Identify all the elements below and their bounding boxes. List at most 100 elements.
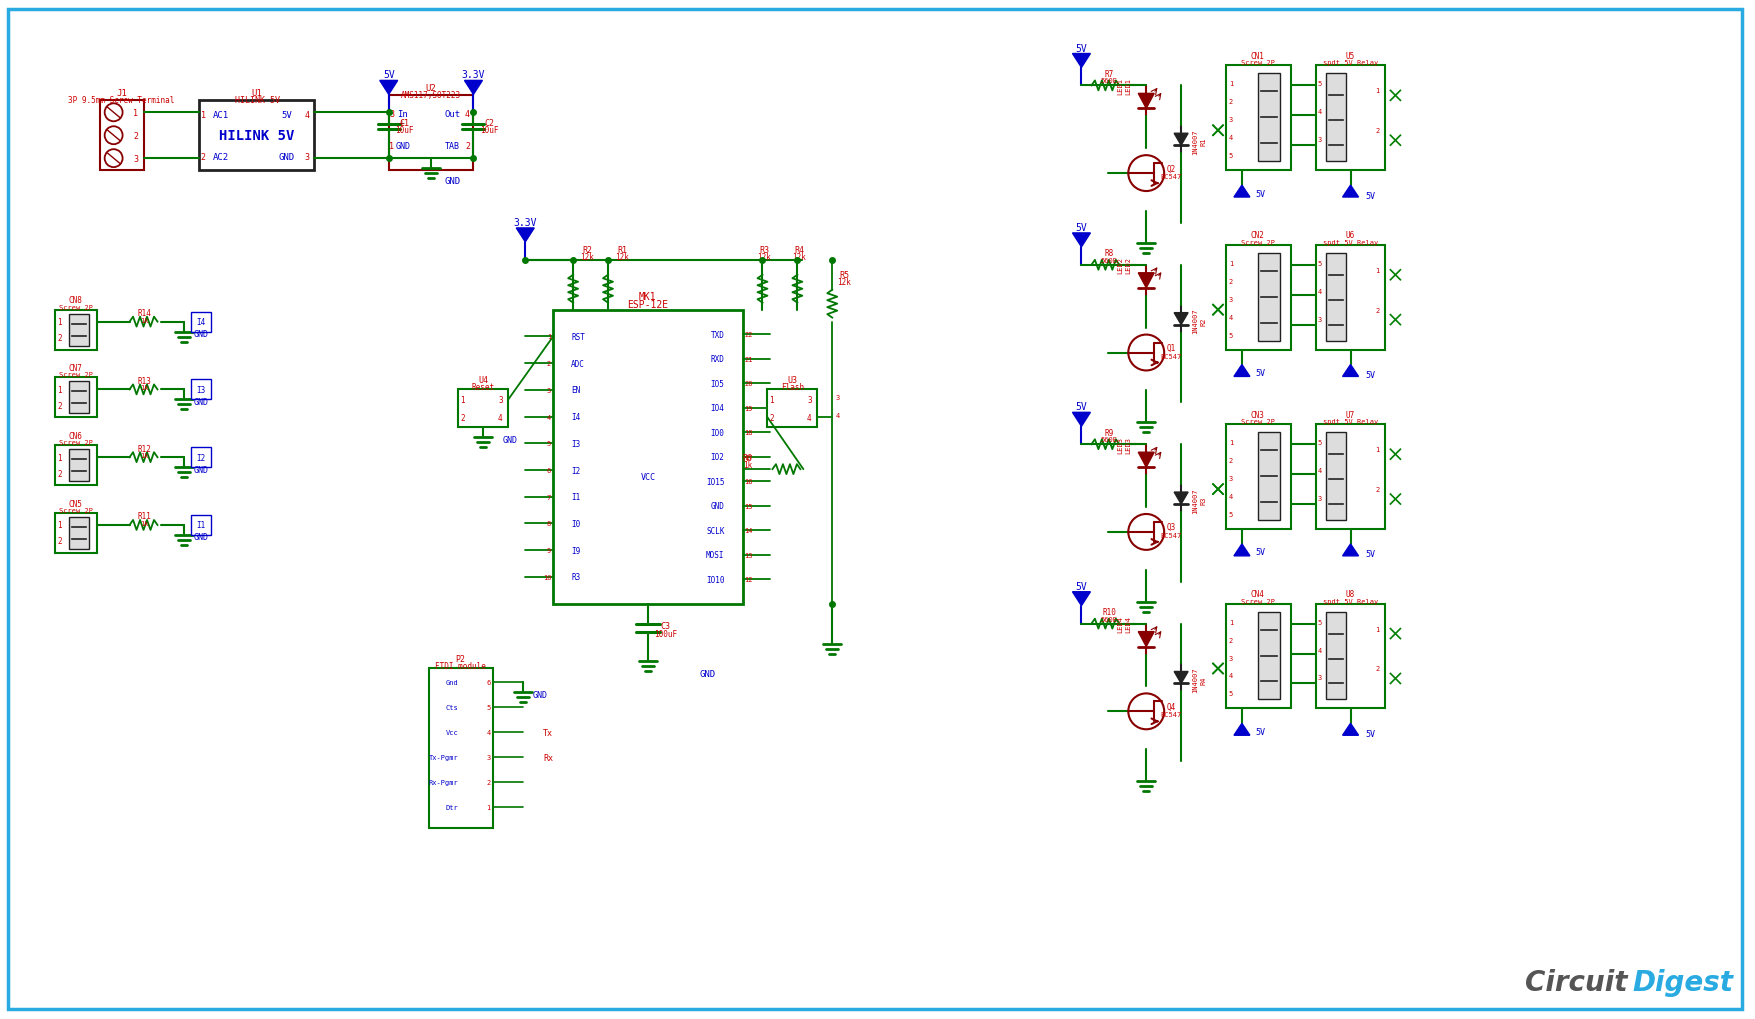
Text: 5: 5 (546, 441, 551, 447)
Bar (1225, 246, 1290, 351)
Bar (68, 449, 90, 482)
Bar (191, 516, 211, 535)
Text: U8: U8 (1344, 590, 1355, 598)
Text: C1: C1 (400, 118, 409, 127)
Text: CN2: CN2 (1250, 231, 1264, 240)
Text: 2: 2 (1374, 665, 1379, 672)
Text: FTDI module: FTDI module (435, 661, 486, 671)
Text: U4: U4 (477, 376, 488, 384)
Bar (1325, 433, 1344, 521)
Bar (1225, 66, 1290, 171)
Text: R3: R3 (1199, 496, 1206, 504)
Text: 2: 2 (58, 469, 61, 478)
Polygon shape (1072, 592, 1090, 606)
Text: CN8: CN8 (68, 296, 82, 305)
Text: 5: 5 (1228, 153, 1232, 159)
Text: 560E: 560E (1100, 616, 1118, 622)
Text: ESP-12E: ESP-12E (627, 300, 669, 310)
Text: 1N4007: 1N4007 (1192, 309, 1197, 334)
Text: 5V: 5V (383, 70, 395, 81)
Text: AC1: AC1 (212, 111, 230, 119)
Text: R12: R12 (137, 444, 151, 453)
Text: 3: 3 (1228, 297, 1232, 303)
Text: 3.3V: 3.3V (512, 218, 537, 227)
Text: 1k: 1k (140, 317, 149, 323)
Text: spdt 5V Relay: spdt 5V Relay (1322, 239, 1378, 246)
Polygon shape (1174, 492, 1188, 504)
Text: BC547: BC547 (1160, 711, 1181, 717)
Text: Screw 2P: Screw 2P (1241, 419, 1274, 425)
Polygon shape (1174, 135, 1188, 146)
Text: IO4: IO4 (711, 404, 725, 413)
Polygon shape (1234, 185, 1250, 198)
Text: U1: U1 (251, 89, 263, 98)
Text: 5: 5 (486, 705, 490, 710)
Polygon shape (1343, 365, 1358, 377)
Text: GND: GND (193, 466, 209, 474)
Bar (1325, 254, 1344, 341)
Text: VCC: VCC (641, 472, 655, 481)
Text: 21: 21 (744, 357, 753, 363)
Text: 1: 1 (58, 453, 61, 463)
Text: 100uF: 100uF (655, 630, 677, 639)
Text: I2: I2 (570, 466, 581, 475)
Text: AC2: AC2 (212, 153, 230, 161)
Text: AMS117,SOT223: AMS117,SOT223 (400, 91, 460, 100)
Text: Flash: Flash (781, 382, 804, 391)
Text: 1: 1 (1228, 82, 1232, 88)
Text: 1: 1 (58, 521, 61, 530)
Text: HILINK 5V: HILINK 5V (219, 129, 295, 143)
Text: 7: 7 (546, 494, 551, 500)
Text: I9: I9 (570, 546, 581, 555)
Text: 2: 2 (546, 361, 551, 367)
Text: Screw 2P: Screw 2P (1241, 239, 1274, 246)
Text: Screw 2P: Screw 2P (58, 440, 93, 445)
Text: I1: I1 (570, 493, 581, 501)
Text: 19: 19 (744, 406, 753, 412)
Text: 5: 5 (1228, 691, 1232, 697)
Text: 12k: 12k (837, 278, 851, 287)
Text: R8: R8 (1104, 249, 1113, 258)
Text: spdt 5V Relay: spdt 5V Relay (1322, 598, 1378, 604)
Text: 12: 12 (744, 577, 753, 583)
Text: Screw 2P: Screw 2P (58, 305, 93, 311)
Text: R7: R7 (1104, 70, 1113, 78)
Text: R2: R2 (581, 247, 591, 255)
Text: Screw 2P: Screw 2P (1241, 60, 1274, 66)
Text: 5V: 5V (281, 111, 293, 119)
Text: 2: 2 (58, 401, 61, 411)
Text: 5: 5 (1228, 332, 1232, 338)
Bar (191, 313, 211, 332)
Text: R5: R5 (839, 271, 849, 280)
Bar (1257, 254, 1279, 341)
Text: 560E: 560E (1100, 258, 1118, 264)
Polygon shape (1137, 632, 1153, 647)
Bar (1314, 66, 1385, 171)
Text: 4: 4 (486, 730, 490, 736)
Bar (767, 390, 816, 428)
Text: LED2: LED2 (1116, 257, 1123, 274)
Polygon shape (1234, 544, 1250, 556)
Text: Q3: Q3 (1165, 523, 1176, 532)
Text: 12k: 12k (579, 253, 593, 262)
Text: 3: 3 (546, 387, 551, 393)
Text: 14: 14 (744, 528, 753, 534)
Text: Screw 2P: Screw 2P (58, 507, 93, 514)
Text: LED4: LED4 (1125, 615, 1130, 633)
Bar (191, 380, 211, 400)
Text: GND: GND (711, 501, 725, 511)
Text: spdt 5V Relay: spdt 5V Relay (1322, 419, 1378, 425)
Text: R4: R4 (1199, 676, 1206, 684)
Text: In: In (397, 110, 407, 118)
Bar (458, 390, 507, 428)
Text: 8: 8 (546, 521, 551, 527)
Polygon shape (1072, 54, 1090, 68)
Text: 1: 1 (546, 334, 551, 340)
Text: CN7: CN7 (68, 364, 82, 373)
Text: 4: 4 (1316, 647, 1322, 653)
Text: 5V: 5V (1255, 369, 1265, 378)
Text: 4: 4 (1228, 136, 1232, 141)
Bar (1225, 425, 1290, 530)
Text: 4: 4 (835, 413, 839, 419)
Text: R4: R4 (793, 247, 804, 255)
